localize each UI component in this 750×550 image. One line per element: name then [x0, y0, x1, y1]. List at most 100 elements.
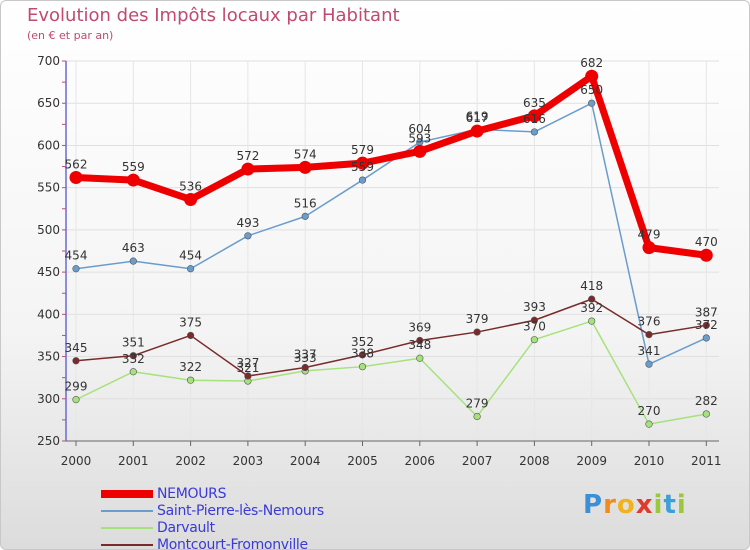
data-label-nemours: 479 [638, 228, 661, 242]
data-point-darvault [358, 363, 367, 371]
y-tick-label: 550 [37, 181, 60, 195]
logo-letter: r [603, 490, 617, 520]
legend-swatch [101, 526, 153, 529]
data-point-nemours [413, 144, 427, 158]
data-label-montcourt-fromonville: 379 [466, 312, 489, 326]
data-label-montcourt-fromonville: 352 [351, 335, 374, 349]
logo-letter: i [676, 490, 687, 520]
logo-letter: P [583, 490, 604, 520]
data-point-montcourt-fromonville [702, 321, 710, 329]
data-label-montcourt-fromonville: 369 [408, 321, 431, 335]
data-point-montcourt-fromonville [588, 295, 596, 303]
data-point-nemours [184, 192, 198, 206]
data-label-montcourt-fromonville: 393 [523, 300, 546, 314]
x-tick-label: 2007 [462, 454, 493, 468]
legend-label: Darvault [157, 519, 215, 536]
data-label-saint-pierre-l-s-nemours: 619 [466, 109, 489, 123]
data-point-saint-pierre-l-s-nemours [187, 265, 195, 273]
legend-entry: Montcourt-Fromonville [101, 536, 324, 550]
data-label-saint-pierre-l-s-nemours: 516 [294, 196, 317, 210]
data-label-montcourt-fromonville: 351 [122, 336, 145, 350]
x-tick-label: 2004 [290, 454, 321, 468]
data-label-nemours: 635 [523, 96, 546, 110]
data-label-darvault: 392 [580, 301, 603, 315]
y-tick-label: 300 [37, 392, 60, 406]
legend-swatch [101, 509, 153, 512]
chart-subtitle: (en € et par an) [27, 29, 114, 42]
data-point-montcourt-fromonville [72, 357, 80, 365]
y-tick-label: 400 [37, 307, 60, 321]
x-tick-label: 2000 [61, 454, 92, 468]
data-point-nemours [527, 109, 541, 123]
legend-entry: Darvault [101, 519, 324, 536]
data-point-nemours [298, 160, 312, 174]
data-point-nemours [470, 124, 484, 138]
data-label-montcourt-fromonville: 387 [695, 305, 718, 319]
x-tick-label: 2003 [233, 454, 264, 468]
chart-title: Evolution des Impôts locaux par Habitant [27, 5, 400, 26]
data-label-saint-pierre-l-s-nemours: 616 [523, 112, 546, 126]
data-point-nemours [126, 173, 140, 187]
data-point-saint-pierre-l-s-nemours [72, 265, 80, 273]
data-point-montcourt-fromonville [187, 331, 195, 340]
data-point-nemours [585, 69, 599, 83]
data-point-darvault [530, 336, 539, 344]
data-point-montcourt-fromonville [244, 372, 252, 380]
data-label-saint-pierre-l-s-nemours: 604 [408, 122, 431, 136]
data-point-nemours [642, 241, 656, 255]
data-label-nemours: 617 [466, 111, 489, 125]
data-label-nemours: 562 [65, 158, 88, 172]
data-label-nemours: 536 [179, 179, 202, 193]
data-label-nemours: 572 [236, 149, 259, 163]
data-point-darvault [702, 410, 710, 418]
legend-swatch [101, 489, 153, 498]
data-label-darvault: 322 [179, 360, 202, 374]
x-tick-label: 2006 [405, 454, 436, 468]
data-label-saint-pierre-l-s-nemours: 559 [351, 160, 374, 174]
x-tick-label: 2008 [519, 454, 550, 468]
x-tick-label: 2002 [175, 454, 206, 468]
legend: NEMOURS Saint-Pierre-lès-Nemours Darvault M… [101, 485, 324, 550]
series-line-darvault [75, 320, 708, 425]
data-label-darvault: 299 [65, 380, 88, 394]
x-tick-label: 2005 [347, 454, 378, 468]
data-label-darvault: 270 [638, 404, 661, 418]
legend-label: Montcourt-Fromonville [157, 536, 308, 550]
data-label-montcourt-fromonville: 376 [638, 315, 661, 329]
data-label-saint-pierre-l-s-nemours: 341 [638, 344, 661, 358]
legend-label: NEMOURS [157, 485, 227, 502]
data-point-darvault [588, 317, 596, 325]
series-line-nemours [72, 72, 710, 259]
data-point-montcourt-fromonville [530, 316, 539, 324]
y-tick-label: 600 [37, 138, 60, 152]
data-label-montcourt-fromonville: 337 [294, 348, 317, 362]
data-label-montcourt-fromonville: 418 [580, 279, 603, 293]
data-point-darvault [645, 420, 653, 428]
data-label-nemours: 593 [408, 131, 431, 145]
proxiti-logo: Proxiti [583, 490, 687, 520]
data-label-darvault: 348 [408, 338, 431, 352]
data-point-nemours [69, 171, 83, 185]
y-tick-label: 500 [37, 223, 60, 237]
data-label-montcourt-fromonville: 345 [65, 341, 88, 355]
logo-letter: i [653, 490, 664, 520]
data-label-darvault: 370 [523, 320, 546, 334]
data-point-darvault [187, 376, 195, 384]
data-point-saint-pierre-l-s-nemours [702, 334, 710, 342]
data-label-saint-pierre-l-s-nemours: 454 [65, 249, 88, 263]
y-tick-label: 250 [37, 434, 60, 448]
x-tick-label: 2009 [576, 454, 607, 468]
data-label-darvault: 333 [294, 351, 317, 365]
data-point-montcourt-fromonville [129, 352, 137, 360]
data-point-darvault [72, 396, 80, 404]
data-point-darvault [129, 368, 137, 376]
data-point-saint-pierre-l-s-nemours [358, 176, 367, 184]
data-label-montcourt-fromonville: 327 [236, 356, 259, 370]
data-label-montcourt-fromonville: 375 [179, 315, 202, 329]
y-tick-label: 650 [37, 96, 60, 110]
data-label-saint-pierre-l-s-nemours: 463 [122, 241, 145, 255]
y-tick-label: 450 [37, 265, 60, 279]
data-point-saint-pierre-l-s-nemours [301, 212, 309, 220]
